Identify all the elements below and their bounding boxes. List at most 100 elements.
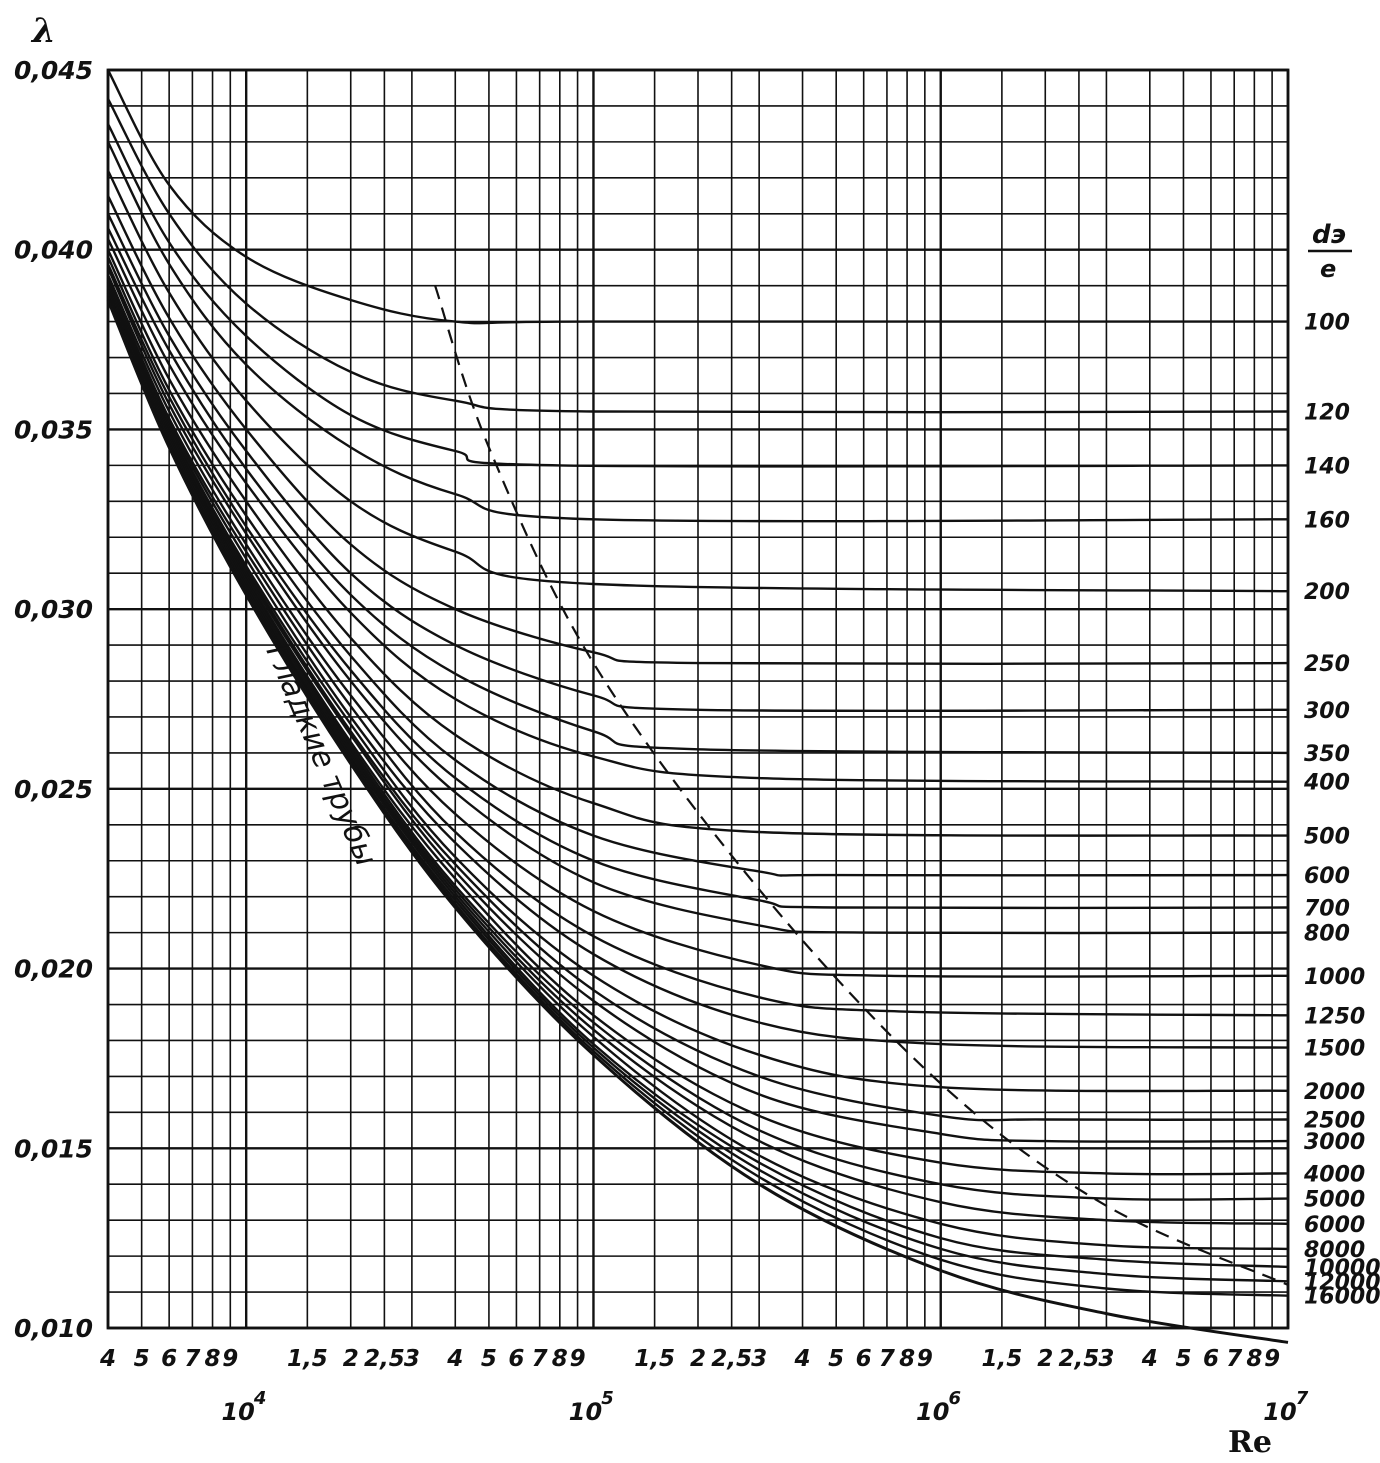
curve-120 xyxy=(106,98,1289,414)
curve-200 xyxy=(106,170,1289,593)
x-decade-label: 10 xyxy=(1263,1398,1296,1426)
x-tick-label: 8 xyxy=(205,1346,221,1372)
curve-label-1000: 1000 xyxy=(1304,965,1365,990)
x-tick-label: 2 xyxy=(1037,1346,1053,1372)
curve-label-3000: 3000 xyxy=(1304,1130,1365,1155)
x-tick-label: 2 xyxy=(690,1346,706,1372)
curve-1250 xyxy=(106,278,1289,1017)
curve-label-2500: 2500 xyxy=(1304,1109,1365,1134)
curve-500 xyxy=(106,249,1289,837)
boundary-dashed-line xyxy=(434,285,1289,1286)
x-axis-title: Re xyxy=(1228,1425,1272,1460)
curve-label-1500: 1500 xyxy=(1304,1037,1365,1062)
x-tick-label: 3 xyxy=(751,1346,767,1372)
curve-label-100: 100 xyxy=(1304,311,1350,336)
x-tick-label: 8 xyxy=(899,1346,915,1372)
curve-label-400: 400 xyxy=(1303,771,1350,796)
curve-300 xyxy=(106,213,1289,713)
curve-label-500: 500 xyxy=(1304,825,1350,850)
curve-12000 xyxy=(106,295,1289,1283)
grid-layer xyxy=(106,68,1290,1330)
curve-label-300: 300 xyxy=(1304,699,1350,724)
curve-100 xyxy=(106,69,1288,325)
curve-600 xyxy=(106,256,1289,877)
curve-label-250: 250 xyxy=(1304,652,1350,677)
curve-label-140: 140 xyxy=(1304,454,1350,479)
curve-label-700: 700 xyxy=(1304,896,1350,921)
x-decade-exponent: 5 xyxy=(601,1388,614,1409)
x-tick-label: 5 xyxy=(828,1346,844,1372)
x-decade-exponent: 4 xyxy=(253,1388,267,1409)
x-tick-label: 1,5 xyxy=(634,1346,675,1372)
right-axis-title-numerator: dэ xyxy=(1312,220,1346,250)
x-tick-label: 7 xyxy=(532,1346,548,1372)
curve-label-8000: 8000 xyxy=(1304,1238,1365,1263)
x-tick-label: 2,5 xyxy=(364,1346,405,1372)
x-tick-label: 6 xyxy=(508,1346,524,1372)
x-tick-label: 8 xyxy=(552,1346,568,1372)
x-tick-label: 9 xyxy=(222,1346,238,1372)
label-layer: λ Re dэ e Гладкие трубы 1001201401602002… xyxy=(14,11,1380,1460)
x-tick-label: 6 xyxy=(1203,1346,1219,1372)
smooth-pipes-curve xyxy=(106,299,1289,1344)
curve-label-120: 120 xyxy=(1304,400,1350,425)
curve-3000 xyxy=(106,288,1289,1143)
x-tick-label: 6 xyxy=(161,1346,177,1372)
x-tick-label: 9 xyxy=(1264,1346,1280,1372)
curve-label-200: 200 xyxy=(1304,580,1350,605)
curve-160 xyxy=(106,141,1289,523)
x-decade-label: 10 xyxy=(569,1398,602,1426)
x-tick-label: 7 xyxy=(879,1346,895,1372)
x-tick-label: 9 xyxy=(917,1346,933,1372)
x-decade-exponent: 7 xyxy=(1296,1388,1309,1409)
y-tick-label: 0,045 xyxy=(14,56,93,85)
x-tick-label: 4 xyxy=(1141,1346,1158,1372)
curve-label-10000: 10000 xyxy=(1304,1256,1380,1281)
plot-frame xyxy=(106,68,1290,1330)
x-decade-label: 10 xyxy=(916,1398,949,1426)
curve-label-160: 160 xyxy=(1304,508,1350,533)
x-tick-label: 5 xyxy=(1175,1346,1191,1372)
x-tick-label: 1,5 xyxy=(982,1346,1023,1372)
y-tick-label: 0,040 xyxy=(14,236,93,265)
curve-8000 xyxy=(106,292,1289,1251)
curve-label-4000: 4000 xyxy=(1303,1162,1365,1187)
y-tick-label: 0,035 xyxy=(14,415,93,444)
y-tick-label: 0,010 xyxy=(14,1314,93,1343)
y-tick-label: 0,030 xyxy=(14,595,93,624)
x-tick-label: 2 xyxy=(343,1346,359,1372)
curve-label-2000: 2000 xyxy=(1304,1080,1365,1105)
curve-140 xyxy=(106,123,1289,468)
curve-250 xyxy=(106,195,1289,666)
curve-label-5000: 5000 xyxy=(1304,1188,1365,1213)
curve-label-800: 800 xyxy=(1304,922,1350,947)
curve-layer xyxy=(106,69,1289,1344)
x-tick-label: 3 xyxy=(1098,1346,1114,1372)
x-tick-label: 2,5 xyxy=(1059,1346,1100,1372)
curve-label-16000: 16000 xyxy=(1304,1285,1380,1310)
x-tick-label: 5 xyxy=(481,1346,497,1372)
curve-label-350: 350 xyxy=(1304,742,1350,767)
x-tick-label: 3 xyxy=(404,1346,420,1372)
y-tick-label: 0,020 xyxy=(14,955,93,984)
curve-700 xyxy=(106,263,1289,910)
x-decade-exponent: 6 xyxy=(948,1388,961,1409)
y-tick-label: 0,015 xyxy=(14,1134,93,1163)
x-tick-label: 1,5 xyxy=(287,1346,328,1372)
x-tick-label: 5 xyxy=(134,1346,150,1372)
curve-1000 xyxy=(106,274,1289,978)
curve-1500 xyxy=(106,281,1289,1049)
curve-16000 xyxy=(106,295,1289,1297)
curve-350 xyxy=(106,227,1289,755)
x-tick-label: 9 xyxy=(570,1346,586,1372)
x-tick-label: 4 xyxy=(794,1346,811,1372)
x-tick-label: 8 xyxy=(1246,1346,1262,1372)
x-tick-label: 2,5 xyxy=(711,1346,752,1372)
right-axis-title-denominator: e xyxy=(1320,255,1336,283)
x-tick-label: 4 xyxy=(99,1346,116,1372)
x-tick-label: 4 xyxy=(446,1346,463,1372)
y-tick-label: 0,025 xyxy=(14,775,93,804)
curve-label-6000: 6000 xyxy=(1304,1213,1365,1238)
curve-label-12000: 12000 xyxy=(1304,1270,1380,1295)
